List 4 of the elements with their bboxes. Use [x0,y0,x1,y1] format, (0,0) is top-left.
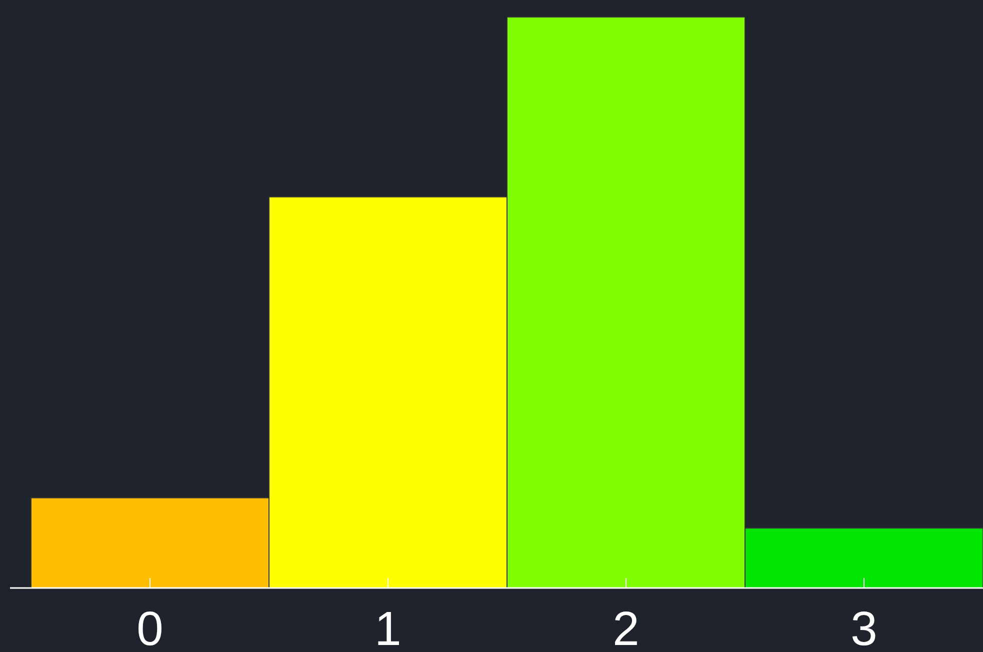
x-tick-label: 2 [612,603,640,652]
x-tick-label: 3 [850,603,878,652]
x-tick-label: 0 [136,603,164,652]
x-tick-label: 1 [374,603,402,652]
